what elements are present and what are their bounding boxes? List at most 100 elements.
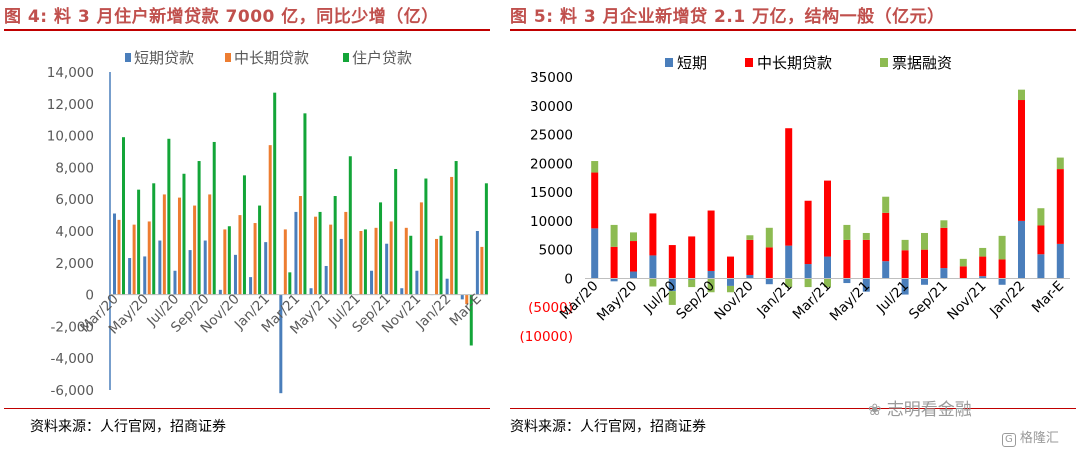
bar-短期贷款-Apr/21 [309, 288, 313, 295]
bar-中长期贷款-Mar/21 [824, 180, 831, 257]
bar-票据融资-Jul/20 [668, 291, 676, 305]
bar-中长期贷款-Mar-E [1056, 169, 1064, 244]
bar-短期贷款-Jun/21 [339, 238, 343, 295]
bar-住户贷款-Aug/20 [197, 161, 201, 295]
bar-短期-Sep/21 [940, 268, 948, 279]
bar-住户贷款-Jan/21 [273, 92, 277, 295]
bar-中长期贷款-Jul/20 [177, 197, 181, 295]
bar-住户贷款-Sep/20 [212, 141, 216, 295]
bar-中长期贷款-Dec/20 [765, 247, 773, 279]
bar-中长期贷款-May/21 [329, 224, 333, 295]
bar-中长期贷款-Mar/20 [117, 219, 121, 295]
legend-swatch-票据融资 [880, 58, 888, 67]
y-tick-label: 2,000 [55, 256, 94, 272]
bar-住户贷款-Nov/21 [424, 178, 428, 295]
bar-中长期贷款-Jul/21 [359, 231, 363, 295]
x-tick-label: Jan/21 [753, 278, 795, 320]
bar-短期-Sep/20 [707, 270, 715, 279]
left-source-rule [4, 408, 490, 409]
bar-短期贷款-Feb/22 [460, 294, 464, 300]
right-chart-title: 图 5: 料 3 月企业新增贷 2.1 万亿，结构一般（亿元） [510, 7, 945, 27]
y-tick-label: 6,000 [55, 192, 94, 208]
bar-票据融资-Apr/21 [843, 224, 851, 240]
bar-票据融资-Jan/22 [1018, 89, 1025, 101]
bar-中长期贷款-Nov/21 [979, 256, 987, 277]
bar-短期贷款-Apr/20 [128, 258, 132, 295]
bar-中长期贷款-Nov/20 [238, 215, 242, 295]
y-tick-label: 4,000 [55, 224, 94, 240]
bar-中长期贷款-Dec/20 [253, 223, 257, 295]
bar-中长期贷款-Mar-E [480, 246, 484, 295]
y-tick-label: 0 [564, 271, 573, 287]
left-chart-title: 图 4: 料 3 月住户新增贷款 7000 亿，同比少增（亿） [4, 7, 439, 27]
bar-住户贷款-Jul/20 [182, 173, 186, 295]
legend-swatch-中长期贷款 [225, 53, 231, 62]
y-tick-label: 30000 [530, 99, 573, 115]
bar-票据融资-Nov/20 [746, 235, 754, 240]
bar-住户贷款-Sep/21 [394, 168, 398, 295]
legend-label-中长期贷款: 中长期贷款 [234, 49, 309, 67]
bar-短期-Jun/21 [882, 261, 890, 279]
bar-短期-Aug/20 [688, 278, 696, 280]
bar-中长期贷款-Aug/20 [193, 205, 197, 295]
bar-中长期贷款-Sep/21 [389, 221, 393, 295]
bar-住户贷款-Dec/20 [258, 205, 262, 295]
bar-中长期贷款-Apr/20 [132, 224, 136, 295]
bar-短期-May/21 [862, 278, 870, 292]
y-tick-label: 0 [85, 288, 94, 304]
bar-住户贷款-Feb/21 [288, 272, 292, 295]
bar-票据融资-Mar/20 [591, 161, 599, 173]
bar-短期贷款-May/21 [324, 265, 328, 295]
right-title-rule [510, 29, 1076, 31]
y-tick-label: (10000) [520, 329, 573, 345]
bar-中长期贷款-May/20 [147, 221, 151, 295]
bar-短期-Feb/22 [1037, 254, 1045, 279]
bar-中长期贷款-Aug/21 [921, 249, 928, 279]
bar-短期贷款-May/20 [143, 256, 147, 295]
bar-票据融资-Jul/21 [901, 239, 909, 251]
bar-中长期贷款-Jan/22 [1018, 100, 1025, 221]
bar-短期贷款-Mar/21 [294, 211, 298, 295]
bar-住户贷款-Jan/22 [454, 161, 458, 295]
bar-票据融资-Aug/21 [921, 232, 928, 250]
bar-中长期贷款-Feb/22 [465, 294, 469, 305]
y-tick-label: -6,000 [50, 383, 94, 399]
bar-住户贷款-Mar-E [484, 183, 488, 295]
y-tick-label: 25000 [530, 128, 573, 144]
x-tick-label: May/21 [827, 278, 873, 324]
y-tick-label: 8,000 [55, 160, 94, 176]
watermark-corner-text: 格隆汇 [1019, 431, 1059, 446]
bar-票据融资-Feb/22 [1037, 208, 1045, 226]
bar-中长期贷款-Sep/20 [707, 210, 715, 271]
bar-中长期贷款-Nov/20 [746, 239, 754, 275]
bar-中长期贷款-Jun/21 [344, 211, 348, 295]
bar-短期贷款-Jun/20 [158, 240, 162, 295]
household-loan-chart: -6,000 -4,000 -2,000 0 2,000 4,000 6,000 8,000 1… [47, 49, 488, 399]
bar-中长期贷款-Jul/21 [901, 250, 909, 279]
bar-短期贷款-Feb/21 [279, 294, 283, 394]
bar-短期贷款-Dec/20 [249, 277, 253, 295]
bar-住户贷款-Apr/20 [137, 189, 141, 295]
x-tick-label: Mar-E [1029, 278, 1067, 316]
bar-中长期贷款-May/20 [630, 241, 637, 272]
gelonghui-logo-icon: G [1002, 433, 1016, 447]
bar-中长期贷款-Apr/21 [843, 239, 851, 279]
y-tick-label: -2,000 [50, 319, 94, 335]
bar-短期-Feb/21 [804, 264, 812, 279]
bar-票据融资-Sep/21 [940, 220, 948, 228]
legend-label-票据融资: 票据融资 [892, 54, 952, 72]
bar-短期-Jul/20 [668, 278, 676, 292]
bar-短期贷款-Sep/20 [203, 240, 207, 295]
bar-中长期贷款-Apr/21 [314, 216, 318, 295]
wechat-icon: ❀ [868, 400, 882, 419]
bar-短期-Apr/21 [843, 278, 851, 284]
bar-住户贷款-Jun/20 [167, 138, 171, 295]
bar-票据融资-May/20 [630, 232, 637, 242]
bar-短期-Oct/20 [727, 278, 734, 286]
bar-中长期贷款-Oct/20 [223, 229, 227, 295]
bar-票据融资-Nov/21 [979, 247, 987, 257]
bar-短期贷款-Nov/20 [233, 254, 237, 295]
bar-住户贷款-Mar/20 [122, 137, 125, 295]
bar-短期-Dec/20 [765, 278, 773, 285]
bar-票据融资-Feb/21 [804, 278, 812, 288]
